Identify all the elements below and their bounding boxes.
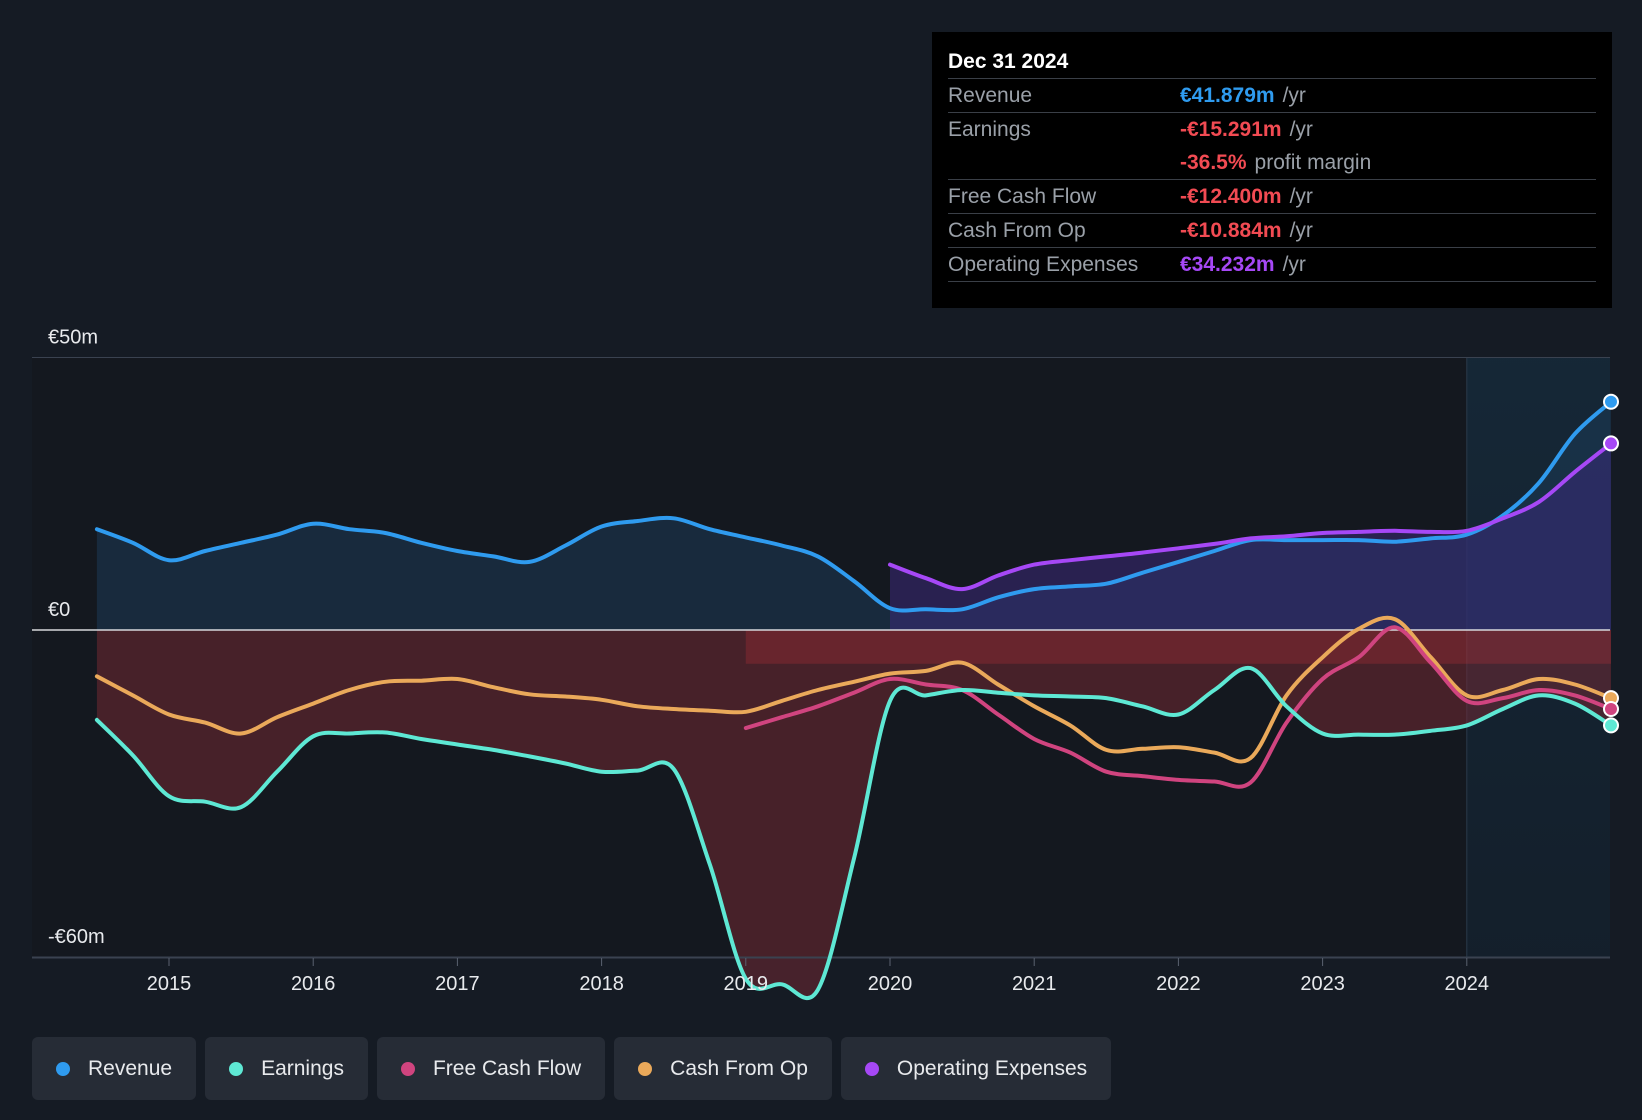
tooltip-value: €34.232m [1180, 252, 1275, 276]
tooltip-unit: /yr [1282, 252, 1306, 276]
x-tick-label: 2020 [868, 973, 913, 995]
tooltip-unit: /yr [1282, 83, 1306, 107]
x-tick-label: 2023 [1300, 973, 1345, 995]
tooltip-value: -36.5% [1180, 150, 1247, 174]
x-tick-label: 2024 [1445, 973, 1490, 995]
earnings-dot-icon [229, 1061, 244, 1076]
x-tick-label: 2022 [1156, 973, 1201, 995]
y-tick-label: €50m [48, 327, 98, 349]
earnings-line [94, 665, 1613, 1000]
tooltip: Dec 31 2024 Revenue €41.879m /yr Earning… [932, 32, 1612, 308]
earnings-end-point [1603, 717, 1619, 734]
legend-label: Earnings [261, 1056, 344, 1080]
marker-layer [1603, 393, 1619, 734]
revenue-dot-icon [56, 1061, 70, 1076]
tooltip-value: €41.879m [1180, 83, 1275, 107]
x-tick-label: 2017 [435, 973, 480, 995]
legend-label: Revenue [88, 1056, 173, 1080]
tooltip-value: -€12.400m [1180, 184, 1282, 208]
tooltip-label: Cash From Op [948, 218, 1086, 242]
free-cash-flow-line [743, 625, 1613, 789]
x-tick-label: 2019 [724, 973, 769, 995]
operating-expenses-area [890, 443, 1611, 630]
tooltip-unit: /yr [1289, 218, 1313, 242]
label-layer: €50m €0 -€60m 2015 2016 2017 2018 2019 2020 2021 2… [48, 327, 1489, 996]
tooltip-value: -€10.884m [1180, 218, 1282, 242]
x-tick-label: 2018 [579, 973, 624, 995]
legend-item-earnings[interactable]: Earnings [205, 1037, 368, 1100]
tooltip-label: Free Cash Flow [948, 184, 1097, 208]
y-tick-label: -€60m [48, 926, 105, 948]
tooltip-row-earnings: Earnings -€15.291m /yr [948, 112, 1596, 146]
free-cash-flow-end-point [1603, 701, 1619, 718]
tooltip-label: Operating Expenses [948, 252, 1139, 276]
tooltip-row-operating-expenses: Operating Expenses €34.232m /yr [948, 247, 1596, 281]
operating-expenses-dot-icon [864, 1061, 879, 1076]
line-layer [94, 399, 1613, 1000]
legend-item-cash-from-op[interactable]: Cash From Op [614, 1037, 832, 1100]
tooltip-row-revenue: Revenue €41.879m /yr [948, 78, 1596, 112]
y-tick-label: €0 [48, 599, 70, 621]
tooltip-unit: /yr [1289, 117, 1313, 141]
legend-item-operating-expenses[interactable]: Operating Expenses [840, 1037, 1112, 1100]
legend-label: Cash From Op [670, 1056, 808, 1080]
grid-layer [32, 357, 1610, 966]
tooltip-divider [948, 281, 1596, 282]
x-tick-label: 2021 [1012, 973, 1057, 995]
tooltip-unit: profit margin [1254, 150, 1372, 174]
legend-label: Free Cash Flow [432, 1056, 582, 1080]
legend-item-free-cash-flow[interactable]: Free Cash Flow [376, 1037, 606, 1100]
legend-item-revenue[interactable]: Revenue [32, 1037, 197, 1100]
tooltip-row-cash-from-op: Cash From Op -€10.884m /yr [948, 213, 1596, 247]
free-cash-flow-dot-icon [400, 1061, 415, 1076]
legend-label: Operating Expenses [896, 1056, 1088, 1080]
tooltip-label: Revenue [948, 83, 1033, 107]
cash-from-op-dot-icon [638, 1061, 653, 1076]
tooltip-date: Dec 31 2024 [948, 50, 1069, 73]
tooltip-unit: /yr [1289, 184, 1313, 208]
earnings-area [96, 630, 1611, 999]
revenue-end-point [1603, 393, 1619, 410]
tooltip-row-profit-margin: -36.5% profit margin [948, 146, 1596, 179]
x-tick-label: 2016 [291, 973, 336, 995]
x-tick-label: 2015 [147, 973, 192, 995]
loss-highlight-band [745, 630, 1611, 664]
revenue-line [94, 399, 1613, 613]
legend: Revenue Earnings Free Cash Flow Cash Fro… [32, 1037, 1112, 1100]
operating-expenses-end-point [1603, 435, 1619, 452]
operating-expenses-line [888, 441, 1613, 592]
tooltip-row-free-cash-flow: Free Cash Flow -€12.400m /yr [948, 179, 1596, 213]
area-layer [96, 357, 1611, 999]
tooltip-label: Earnings [948, 117, 1031, 141]
cash-from-op-line [94, 615, 1613, 764]
tooltip-value: -€15.291m [1180, 117, 1282, 141]
